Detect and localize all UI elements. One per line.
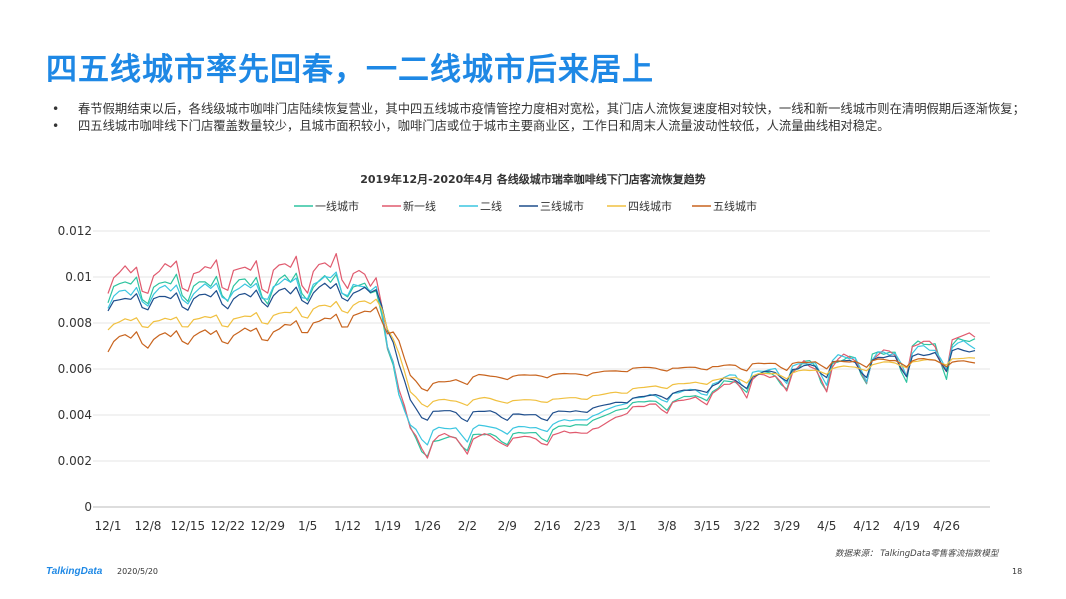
footer-date: 2020/5/20 [117, 567, 159, 576]
bullet-item: • 四五线城市咖啡线下门店覆盖数量较少，且城市面积较小，咖啡门店或位于城市主要商… [52, 118, 1042, 135]
x-tick-label: 4/5 [817, 519, 836, 533]
chart-title: 2019年12月-2020年4月 各线级城市瑞幸咖啡线下门店客流恢复趋势 [360, 173, 706, 186]
bullet-text: 春节假期结束以后，各线级城市咖啡门店陆续恢复营业，其中四五线城市疫情管控力度相对… [78, 102, 1025, 116]
y-tick-label: 0 [84, 500, 92, 514]
slide-title: 四五线城市率先回春，一二线城市后来居上 [46, 52, 654, 88]
x-tick-label: 12/29 [250, 519, 285, 533]
legend-label: 新一线 [403, 199, 436, 213]
series-line [107, 271, 976, 446]
x-tick-label: 2/2 [458, 519, 477, 533]
legend-label: 一线城市 [315, 199, 359, 213]
x-tick-label: 12/8 [134, 519, 161, 533]
x-tick-label: 3/15 [693, 519, 720, 533]
x-tick-label: 2/23 [574, 519, 601, 533]
page-number: 18 [1012, 567, 1023, 576]
y-tick-label: 0.002 [58, 454, 92, 468]
y-tick-label: 0.01 [65, 270, 92, 284]
x-tick-label: 1/5 [298, 519, 317, 533]
x-tick-label: 12/1 [95, 519, 122, 533]
series-line [107, 282, 976, 423]
data-source-note: 数据来源： TalkingData零售客流指数模型 [835, 549, 999, 559]
x-tick-label: 2/9 [498, 519, 517, 533]
legend-label: 五线城市 [713, 199, 757, 213]
x-tick-label: 3/22 [733, 519, 760, 533]
series-line [107, 253, 976, 459]
x-tick-label: 1/26 [414, 519, 441, 533]
series-line [107, 298, 976, 408]
x-tick-label: 1/19 [374, 519, 401, 533]
bullet-text: 四五线城市咖啡线下门店覆盖数量较少，且城市面积较小，咖啡门店或位于城市主要商业区… [78, 119, 890, 133]
y-tick-label: 0.004 [58, 408, 92, 422]
legend-label: 四线城市 [628, 199, 672, 213]
bullet-item: • 春节假期结束以后，各线级城市咖啡门店陆续恢复营业，其中四五线城市疫情管控力度… [52, 101, 1042, 118]
bullet-mark: • [52, 119, 60, 133]
x-tick-label: 3/8 [657, 519, 676, 533]
y-tick-label: 0.012 [58, 224, 92, 238]
y-tick-label: 0.008 [58, 316, 92, 330]
x-tick-label: 1/12 [334, 519, 361, 533]
bullet-list: • 春节假期结束以后，各线级城市咖啡门店陆续恢复营业，其中四五线城市疫情管控力度… [52, 101, 1042, 135]
x-tick-label: 2/16 [534, 519, 561, 533]
legend-label: 三线城市 [540, 199, 584, 213]
x-tick-label: 12/22 [210, 519, 245, 533]
legend-label: 二线 [480, 199, 502, 213]
x-tick-label: 4/12 [853, 519, 880, 533]
x-tick-label: 3/29 [773, 519, 800, 533]
x-tick-label: 4/26 [933, 519, 960, 533]
y-tick-label: 0.006 [58, 362, 92, 376]
bullet-mark: • [52, 102, 60, 116]
series-line [107, 306, 976, 392]
talkingdata-logo: TalkingData [46, 566, 103, 577]
x-tick-label: 4/19 [893, 519, 920, 533]
x-tick-label: 3/1 [617, 519, 636, 533]
series-line [107, 272, 976, 457]
x-tick-label: 12/15 [171, 519, 206, 533]
